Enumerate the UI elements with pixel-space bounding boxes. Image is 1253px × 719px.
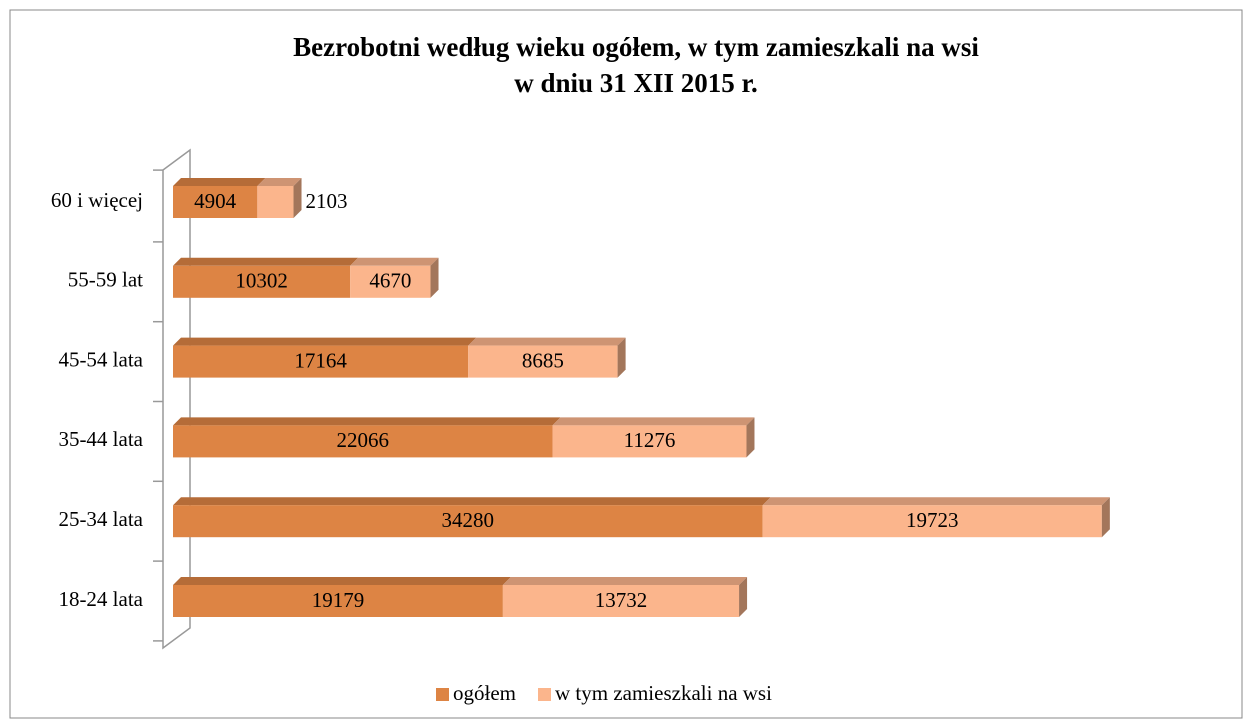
bar-segment <box>257 178 302 218</box>
bar-segment <box>173 337 477 378</box>
bar-top <box>468 337 626 346</box>
data-label: 34280 <box>442 508 495 532</box>
y-tick-label: 18-24 lata <box>58 587 143 611</box>
bar-side <box>430 257 439 298</box>
bar-side <box>1101 497 1110 538</box>
bar-segment <box>762 497 1110 538</box>
legend-label: ogółem <box>453 681 516 705</box>
bar-top <box>257 178 302 186</box>
bar-front <box>468 345 618 378</box>
bar-top <box>173 257 359 266</box>
legend-label: w tym zamieszkali na wsi <box>555 681 772 705</box>
axis-wall-outline <box>162 148 191 650</box>
bar-segment <box>173 257 359 298</box>
y-tick-label: 60 i więcej <box>51 188 143 212</box>
bar-top <box>502 577 748 585</box>
bar-top <box>173 417 561 426</box>
data-label: 10302 <box>235 269 288 293</box>
data-label: 17164 <box>294 348 347 372</box>
bar-front <box>350 265 431 298</box>
data-label: 4904 <box>194 189 237 213</box>
bar-front <box>173 345 469 378</box>
data-label: 19179 <box>312 588 365 612</box>
bar-top <box>173 178 266 186</box>
bar-segment <box>552 417 755 458</box>
bar-top <box>173 577 511 585</box>
y-tick-label: 55-59 lat <box>68 268 143 292</box>
bar-front <box>502 585 740 617</box>
bar-top <box>762 497 1110 506</box>
bar-front <box>173 585 503 617</box>
bar-segment <box>350 257 439 298</box>
bar-front <box>173 265 351 298</box>
bar-top <box>350 257 439 266</box>
bar-segment <box>173 178 266 218</box>
bar-side <box>617 337 626 378</box>
bar-side <box>293 178 302 218</box>
bar-segment <box>173 417 561 458</box>
bar-front <box>173 505 763 538</box>
bar-front <box>173 425 553 458</box>
bar-front <box>257 186 294 218</box>
bar-front <box>762 505 1102 538</box>
bar-side <box>739 577 748 617</box>
bar-segment <box>502 577 748 617</box>
data-label: 4670 <box>369 269 411 293</box>
data-label: 22066 <box>337 428 390 452</box>
y-tick-label: 45-54 lata <box>58 347 143 371</box>
data-label: 8685 <box>522 348 564 372</box>
data-label: 11276 <box>624 428 676 452</box>
data-label: 19723 <box>906 508 959 532</box>
legend-swatch <box>436 688 449 701</box>
bar-segment <box>173 497 771 538</box>
data-label: 2103 <box>306 189 348 213</box>
bar-front <box>173 186 258 218</box>
chart-title: Bezrobotni według wieku ogółem, w tym za… <box>293 32 979 62</box>
y-tick-label: 35-44 lata <box>58 427 143 451</box>
legend-swatch <box>538 688 551 701</box>
bar-top <box>173 497 771 506</box>
axis-wall <box>162 148 191 650</box>
bar-top <box>552 417 755 426</box>
chart-title: w dniu 31 XII 2015 r. <box>514 68 758 98</box>
y-tick-label: 25-34 lata <box>58 507 143 531</box>
bar-segment <box>468 337 626 378</box>
bar-segment <box>173 577 511 617</box>
data-label: 13732 <box>595 588 648 612</box>
bar-front <box>552 425 747 458</box>
bar-side <box>746 417 755 458</box>
bar-top <box>173 337 477 346</box>
